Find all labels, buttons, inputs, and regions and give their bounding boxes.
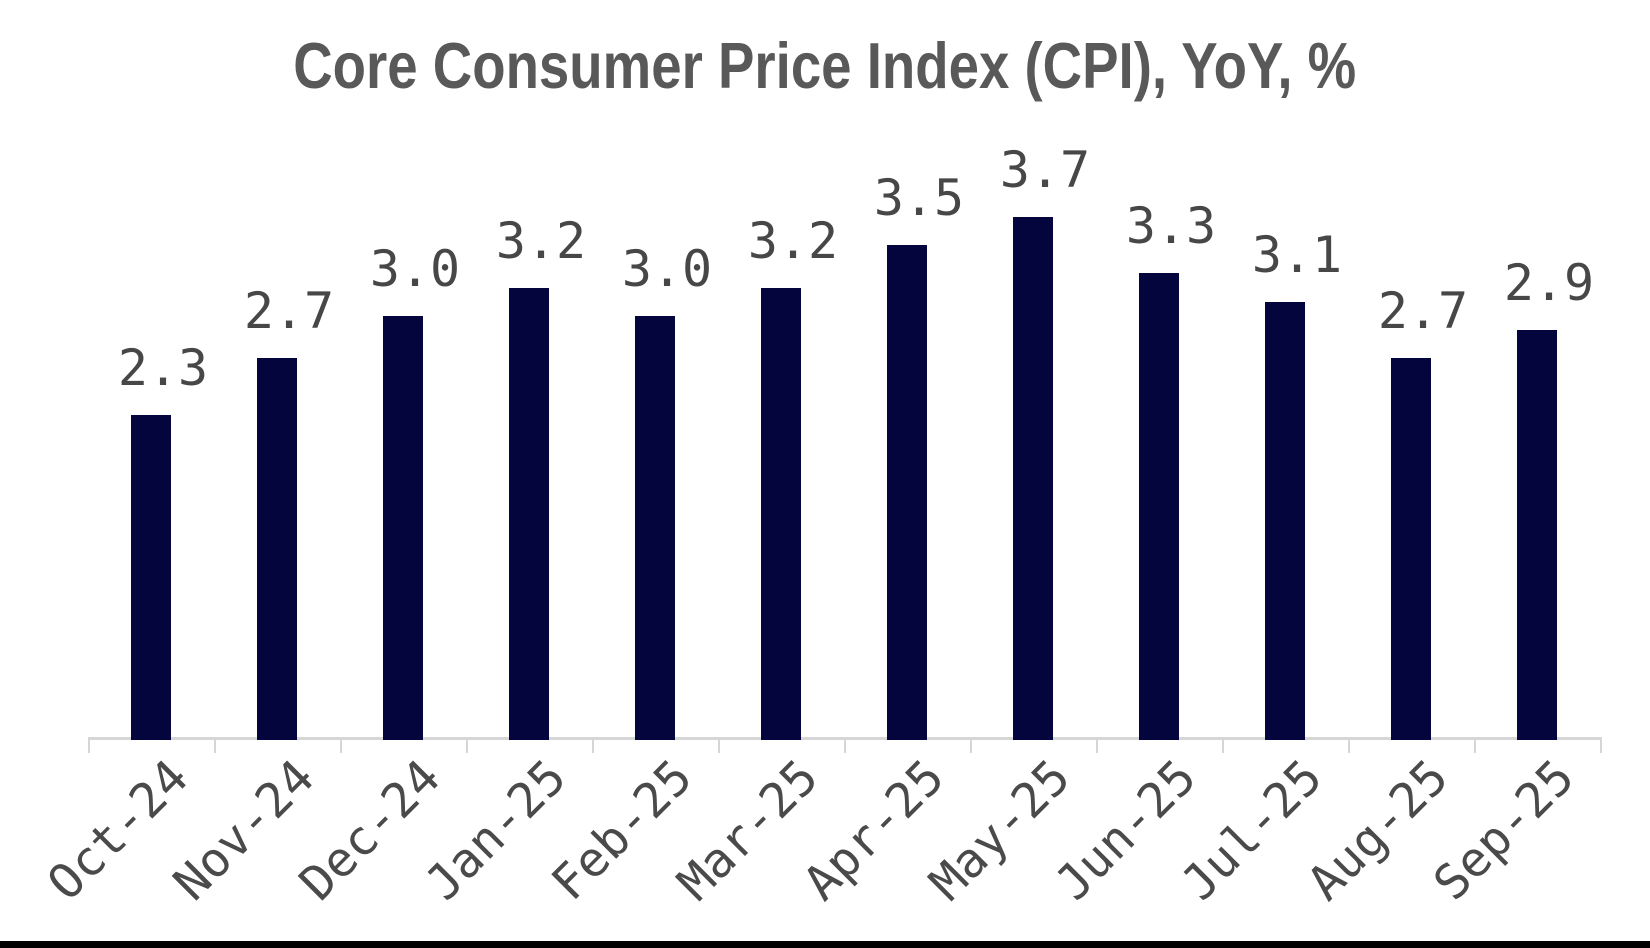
axis-tick — [844, 740, 846, 753]
axis-tick — [1222, 740, 1224, 753]
bar-value-label: 2.3 — [117, 339, 209, 397]
axis-tick — [718, 740, 720, 753]
bar-value-label: 3.3 — [1125, 197, 1217, 255]
x-tick-label: Feb-25 — [540, 749, 703, 912]
bar-jun-25 — [1139, 273, 1179, 740]
bar-value-label: 2.7 — [243, 282, 335, 340]
axis-tick — [970, 740, 972, 753]
x-tick-label: Nov-24 — [162, 749, 325, 912]
bar-jan-25 — [509, 288, 549, 740]
bar-feb-25 — [635, 316, 675, 740]
x-tick-label: Oct-24 — [36, 749, 199, 912]
bar-dec-24 — [383, 316, 423, 740]
bar-value-label: 3.2 — [495, 212, 587, 270]
axis-tick — [340, 740, 342, 753]
axis-tick — [592, 740, 594, 753]
bottom-border — [0, 941, 1650, 948]
x-tick-label: Apr-25 — [792, 749, 955, 912]
x-tick-label: Jul-25 — [1170, 749, 1333, 912]
bar-jul-25 — [1265, 302, 1305, 740]
chart-title: Core Consumer Price Index (CPI), YoY, % — [293, 29, 1357, 102]
chart-title-wrap: Core Consumer Price Index (CPI), YoY, % — [0, 30, 1650, 102]
bar-value-label: 3.0 — [369, 240, 461, 298]
axis-tick — [1474, 740, 1476, 753]
bar-value-label: 2.9 — [1503, 254, 1595, 312]
x-tick-label: Sep-25 — [1422, 749, 1585, 912]
bar-may-25 — [1013, 217, 1053, 740]
bar-mar-25 — [761, 288, 801, 740]
bar-value-label: 3.1 — [1251, 226, 1343, 284]
bar-value-label: 3.0 — [621, 240, 713, 298]
x-tick-label: Jan-25 — [414, 749, 577, 912]
bar-nov-24 — [257, 358, 297, 740]
bar-value-label: 3.5 — [873, 169, 965, 227]
axis-tick — [1348, 740, 1350, 753]
axis-tick — [88, 740, 90, 753]
bar-aug-25 — [1391, 358, 1431, 740]
bar-value-label: 3.7 — [999, 141, 1091, 199]
x-tick-label: Aug-25 — [1296, 749, 1459, 912]
bar-sep-25 — [1517, 330, 1557, 740]
axis-tick — [1096, 740, 1098, 753]
x-tick-label: May-25 — [918, 749, 1081, 912]
bar-value-label: 2.7 — [1377, 282, 1469, 340]
bar-apr-25 — [887, 245, 927, 740]
x-tick-label: Jun-25 — [1044, 749, 1207, 912]
axis-tick — [466, 740, 468, 753]
x-tick-label: Dec-24 — [288, 749, 451, 912]
x-axis-line — [88, 737, 1602, 740]
axis-tick — [214, 740, 216, 753]
bar-oct-24 — [131, 415, 171, 740]
axis-tick — [1600, 740, 1602, 753]
x-tick-label: Mar-25 — [666, 749, 829, 912]
bar-value-label: 3.2 — [747, 212, 839, 270]
